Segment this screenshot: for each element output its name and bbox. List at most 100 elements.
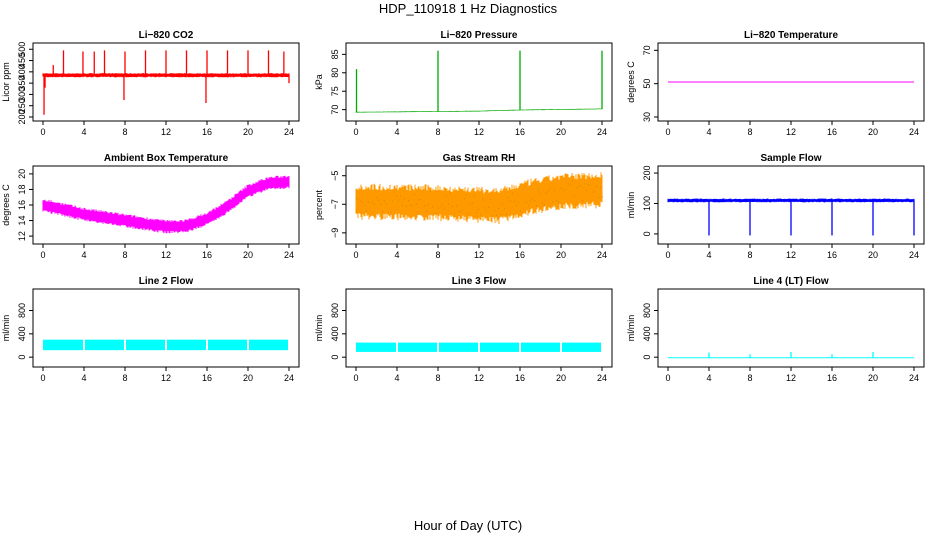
y-axis-label: degrees C — [1, 184, 11, 226]
x-tick-label: 24 — [597, 250, 607, 260]
y-tick-label: 85 — [330, 49, 340, 59]
y-tick-label: 400 — [330, 326, 340, 341]
x-tick-label: 8 — [747, 127, 752, 137]
y-axis-label: ml/min — [1, 315, 11, 342]
x-tick-label: 4 — [394, 127, 399, 137]
chart-title: Line 3 Flow — [452, 276, 507, 287]
x-tick-label: 20 — [556, 250, 566, 260]
chart-title: Gas Stream RH — [443, 153, 516, 164]
y-tick-label: 200 — [17, 109, 27, 124]
y-axis-label: Licor ppm — [1, 62, 11, 102]
chart-panel-7: Line 2 Flow ml/min 0 4 8 12 16 20 24 0 400 800 — [1, 276, 300, 383]
x-tick-label: 20 — [556, 127, 566, 137]
y-tick-label: 80 — [330, 68, 340, 78]
x-tick-label: 4 — [706, 250, 711, 260]
data-band-segment — [85, 339, 124, 351]
x-tick-label: 16 — [515, 127, 525, 137]
x-tick-label: 12 — [161, 373, 171, 383]
x-tick-label: 4 — [81, 250, 86, 260]
x-tick-label: 20 — [243, 127, 253, 137]
y-tick-label: 800 — [17, 303, 27, 318]
x-tick-label: 0 — [665, 373, 670, 383]
x-tick-label: 0 — [353, 250, 358, 260]
x-tick-label: 16 — [515, 373, 525, 383]
x-tick-label: 24 — [597, 127, 607, 137]
data-trace — [355, 108, 603, 113]
y-tick-label: 100 — [642, 196, 652, 211]
y-tick-label: 70 — [642, 45, 652, 55]
chart-title: Li−820 Temperature — [744, 30, 838, 41]
y-tick-label: 75 — [330, 86, 340, 96]
x-tick-label: 12 — [786, 373, 796, 383]
chart-panel-4: Ambient Box Temperature degrees C 0 4 8 12 16 2… — [1, 153, 300, 260]
y-tick-label: 18 — [17, 184, 27, 194]
chart-title: Line 4 (LT) Flow — [753, 276, 829, 287]
x-tick-label: 0 — [665, 250, 670, 260]
x-tick-label: 4 — [706, 127, 711, 137]
y-tick-label: 350 — [17, 76, 27, 91]
y-tick-label: 30 — [642, 112, 652, 122]
data-band-segment — [126, 339, 165, 351]
x-tick-label: 8 — [435, 127, 440, 137]
x-tick-label: 24 — [284, 127, 294, 137]
x-tick-label: 12 — [161, 127, 171, 137]
x-tick-label: 16 — [827, 127, 837, 137]
plot-frame — [32, 288, 300, 368]
y-tick-label: 14 — [17, 216, 27, 226]
data-band-segment — [167, 339, 206, 351]
y-tick-label: 50 — [642, 79, 652, 89]
y-tick-label: 250 — [17, 98, 27, 113]
y-axis-label: ml/min — [314, 315, 324, 342]
x-tick-label: 20 — [868, 373, 878, 383]
y-tick-label: −5 — [330, 171, 340, 181]
chart-panel-9: Line 4 (LT) Flow ml/min 0 4 8 12 16 20 24 0 400 800 — [626, 276, 925, 383]
y-tick-label: 0 — [642, 231, 652, 236]
shared-x-axis-label: Hour of Day (UTC) — [413, 518, 523, 533]
x-tick-label: 16 — [827, 250, 837, 260]
y-tick-label: 200 — [642, 166, 652, 181]
x-tick-label: 20 — [243, 250, 253, 260]
y-tick-label: 0 — [642, 355, 652, 360]
x-tick-label: 24 — [597, 373, 607, 383]
x-tick-label: 16 — [202, 127, 212, 137]
x-tick-label: 12 — [161, 250, 171, 260]
x-tick-label: 24 — [909, 250, 919, 260]
y-tick-label: −7 — [330, 199, 340, 209]
x-tick-label: 8 — [747, 250, 752, 260]
chart-panel-6: Sample Flow ml/min 0 4 8 12 16 20 24 0 100 200 — [626, 153, 925, 260]
y-tick-label: 0 — [17, 355, 27, 360]
x-tick-label: 12 — [474, 250, 484, 260]
chart-title: Li−820 CO2 — [139, 30, 194, 41]
data-band-segment — [249, 339, 288, 351]
chart-panel-1: Li−820 CO2 Licor ppm 0 4 8 12 16 20 24 2002503003… — [1, 30, 300, 137]
x-tick-label: 8 — [435, 373, 440, 383]
data-trace-points — [356, 180, 603, 217]
x-tick-label: 8 — [122, 127, 127, 137]
x-tick-label: 8 — [435, 250, 440, 260]
data-band-segment — [208, 339, 247, 351]
x-tick-label: 4 — [394, 250, 399, 260]
x-tick-label: 4 — [81, 127, 86, 137]
y-tick-label: 300 — [17, 87, 27, 102]
x-tick-label: 0 — [40, 250, 45, 260]
data-band-segment — [562, 342, 601, 352]
x-tick-label: 0 — [40, 127, 45, 137]
y-tick-label: 400 — [642, 326, 652, 341]
y-tick-label: 800 — [330, 303, 340, 318]
y-axis-label: percent — [314, 189, 324, 220]
data-band-segment — [43, 339, 83, 351]
x-tick-label: 0 — [40, 373, 45, 383]
chart-title: Line 2 Flow — [139, 276, 194, 287]
x-tick-label: 4 — [394, 373, 399, 383]
x-tick-label: 16 — [515, 250, 525, 260]
x-tick-label: 20 — [868, 250, 878, 260]
chart-panel-2: Li−820 Pressure kPa 0 4 8 12 16 20 24 70 75 80 85 — [314, 30, 613, 137]
y-tick-label: 70 — [330, 105, 340, 115]
data-trace — [42, 175, 290, 234]
x-tick-label: 4 — [81, 373, 86, 383]
data-band-segment — [439, 342, 478, 352]
data-band-segment — [521, 342, 560, 352]
y-tick-label: 500 — [17, 42, 27, 57]
chart-title: Ambient Box Temperature — [104, 153, 229, 164]
